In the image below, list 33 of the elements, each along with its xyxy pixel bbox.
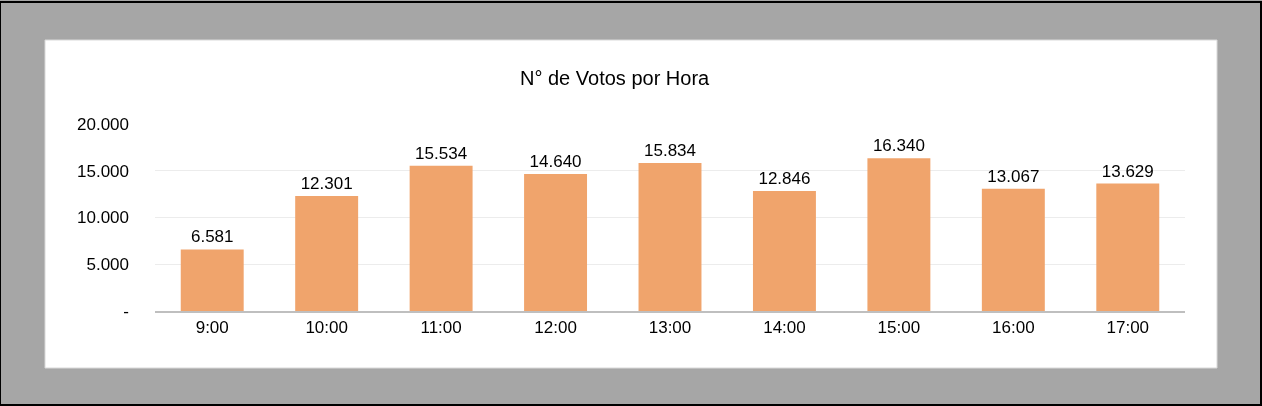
y-tick-label: - bbox=[123, 301, 129, 321]
data-label: 12.301 bbox=[300, 173, 353, 193]
x-tick-label: 16:00 bbox=[992, 318, 1035, 338]
bar bbox=[524, 174, 588, 311]
x-tick-label: 12:00 bbox=[534, 318, 577, 338]
x-tick-label: 15:00 bbox=[877, 318, 921, 338]
x-tick-label: 11:00 bbox=[420, 318, 462, 338]
data-label: 13.629 bbox=[1101, 161, 1154, 181]
x-tick-label: 10:00 bbox=[305, 318, 348, 338]
y-tick-label: 15.000 bbox=[77, 161, 129, 181]
bar bbox=[180, 249, 244, 311]
chart-title: N° de Votos por Hora bbox=[519, 67, 711, 89]
bar bbox=[295, 195, 359, 311]
bar bbox=[752, 190, 816, 311]
x-tick-label: 14:00 bbox=[763, 318, 806, 338]
bar bbox=[867, 158, 931, 311]
data-label: 15.834 bbox=[644, 140, 696, 160]
data-label: 12.846 bbox=[758, 168, 811, 188]
data-label: 13.067 bbox=[987, 166, 1040, 186]
data-label: 14.640 bbox=[529, 152, 582, 172]
y-tick-label: 5.000 bbox=[86, 255, 129, 275]
y-tick-label: 10.000 bbox=[77, 208, 129, 228]
x-tick-label: 17:00 bbox=[1106, 318, 1150, 338]
bar bbox=[409, 165, 473, 311]
x-tick-label: 13:00 bbox=[648, 318, 692, 338]
data-label: 16.340 bbox=[872, 136, 925, 156]
data-label: 6.581 bbox=[190, 227, 234, 247]
bar bbox=[638, 162, 702, 311]
bar bbox=[1096, 183, 1160, 311]
bar bbox=[981, 188, 1045, 311]
x-tick-label: 9:00 bbox=[195, 318, 229, 338]
data-label: 15.534 bbox=[415, 143, 468, 163]
y-tick-label: 20.000 bbox=[77, 114, 129, 134]
